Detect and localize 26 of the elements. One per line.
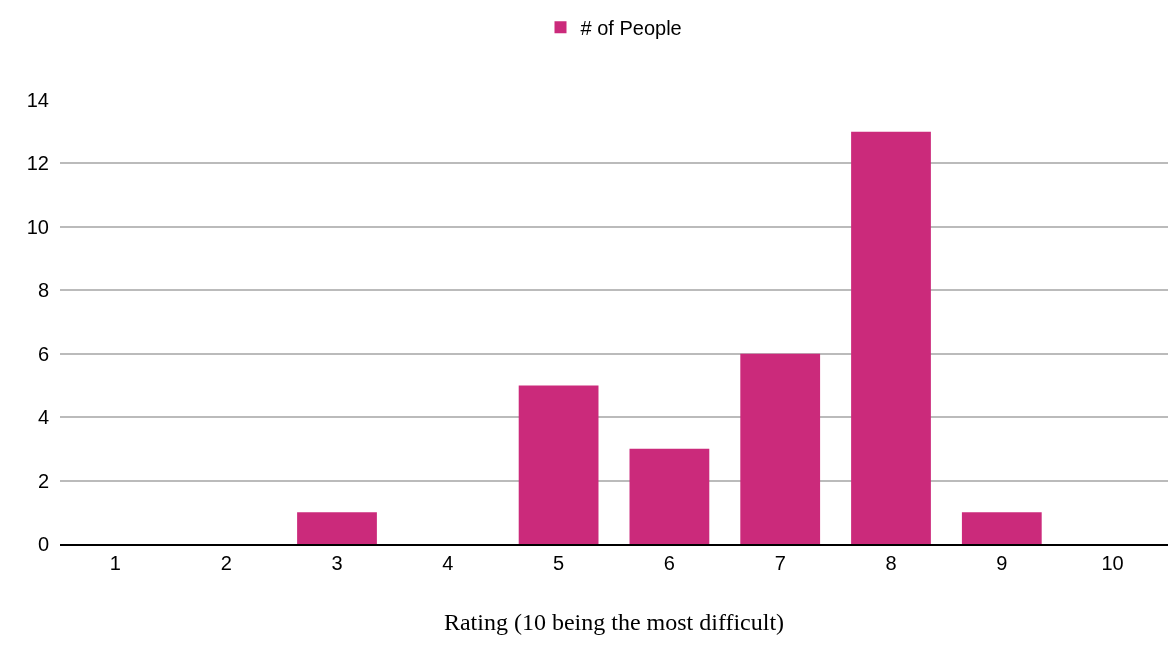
x-tick-label: 4 [442, 552, 454, 574]
y-tick-label: 6 [37, 342, 49, 365]
x-tick-label: 1 [109, 552, 121, 574]
x-tick-label: 2 [220, 552, 232, 574]
x-tick-label: 5 [553, 552, 565, 574]
legend-label: # of People [580, 17, 682, 40]
x-tick-label: 10 [1101, 552, 1124, 574]
bar [851, 131, 931, 544]
bar [629, 448, 710, 544]
x-axis-title: Rating (10 being the most difficult) [443, 608, 785, 635]
bar [961, 512, 1042, 544]
x-tick-label: 6 [663, 552, 675, 574]
y-tick-label: 8 [37, 279, 49, 302]
bar [297, 512, 377, 544]
y-tick-label: 12 [26, 152, 49, 175]
x-tick-label: 7 [774, 552, 786, 574]
x-tick-label: 8 [885, 552, 897, 574]
y-tick-label: 0 [37, 533, 49, 555]
bar [740, 353, 821, 544]
y-tick-label: 2 [37, 469, 49, 492]
x-tick-label: 3 [331, 552, 343, 574]
y-tick-label: 14 [26, 89, 49, 111]
y-tick-label: 10 [26, 215, 49, 238]
bar [518, 385, 599, 544]
x-tick-label: 9 [996, 552, 1008, 574]
y-tick-label: 4 [37, 406, 49, 429]
